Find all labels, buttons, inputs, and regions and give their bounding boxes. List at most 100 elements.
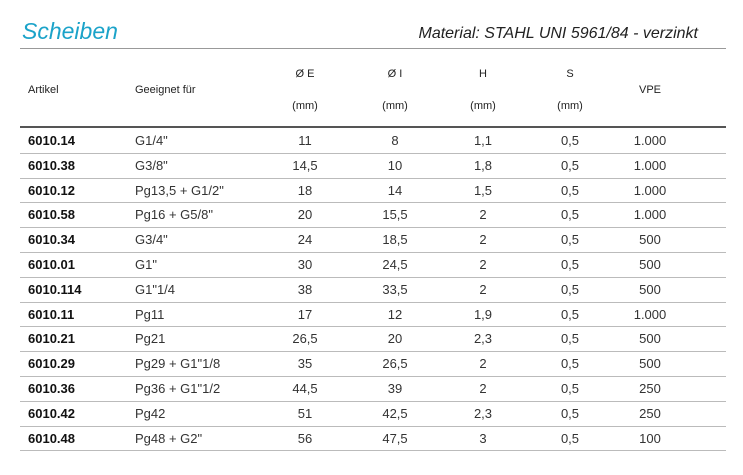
column-header: H — [479, 68, 487, 80]
rule — [20, 48, 726, 49]
cell: 2 — [479, 207, 487, 223]
cell: 10 — [387, 157, 403, 173]
column-header: Artikel — [28, 84, 59, 96]
row-rule — [20, 276, 726, 278]
cell: 39 — [387, 381, 403, 396]
row-rule — [20, 202, 726, 204]
cell: Pg36 + G1"1/2 — [135, 381, 221, 396]
cell: 0,5 — [560, 405, 580, 421]
row-rule — [20, 301, 726, 303]
cell: 100 — [639, 430, 661, 446]
cell: 20 — [387, 331, 403, 347]
cell: 56 — [297, 430, 313, 446]
cell: 500 — [639, 331, 661, 347]
cell: 1,8 — [473, 157, 493, 173]
cell: 0,5 — [560, 281, 580, 297]
cell: Pg42 — [135, 405, 166, 421]
cell: Pg13,5 + G1/2" — [135, 182, 224, 198]
article: 6010.29 — [28, 356, 75, 372]
cell: 1,1 — [473, 133, 493, 148]
cell: 18 — [297, 182, 313, 198]
column-unit: (mm) — [470, 100, 496, 112]
column-unit: (mm) — [292, 100, 318, 112]
cell: G1" — [135, 257, 157, 272]
cell: 500 — [639, 232, 661, 248]
cell: 47,5 — [382, 430, 408, 446]
row-rule — [20, 425, 726, 427]
cell: 33,5 — [382, 281, 408, 297]
cell: 8 — [391, 133, 399, 148]
cell: Pg48 + G2" — [135, 430, 203, 446]
cell: 12 — [387, 306, 403, 322]
cell: Pg29 + G1"1/8 — [135, 356, 221, 372]
row-rule — [20, 450, 726, 452]
cell: 42,5 — [382, 405, 408, 421]
cell: 2,3 — [473, 405, 493, 421]
cell: 2,3 — [473, 331, 493, 347]
row-rule — [20, 326, 726, 328]
article: 6010.36 — [28, 381, 75, 396]
column-header: Ø E — [295, 68, 315, 80]
column-header: Ø I — [387, 68, 403, 80]
cell: 17 — [297, 306, 313, 322]
row-rule — [20, 152, 726, 154]
column-unit: (mm) — [557, 100, 583, 112]
cell: 500 — [639, 356, 661, 372]
cell: 0,5 — [560, 381, 580, 396]
row-rule — [20, 252, 726, 253]
article: 6010.114 — [28, 281, 82, 297]
cell: 26,5 — [292, 331, 318, 347]
article: 6010.38 — [28, 157, 75, 173]
article: 6010.12 — [28, 182, 75, 198]
cell: 500 — [639, 257, 661, 272]
cell: 1,9 — [473, 306, 493, 322]
title: Scheiben — [22, 18, 118, 44]
cell: 0,5 — [560, 182, 580, 198]
cell: 24 — [297, 232, 313, 248]
row-rule — [20, 177, 726, 179]
cell: 0,5 — [560, 232, 580, 248]
column-header: Geeignet für — [135, 84, 196, 96]
cell: 14,5 — [292, 157, 318, 173]
cell: 1.000 — [633, 157, 667, 173]
cell: 26,5 — [382, 356, 408, 372]
cell: G1"1/4 — [135, 281, 176, 297]
cell: 51 — [297, 405, 313, 421]
cell: 18,5 — [382, 232, 408, 248]
cell: Pg21 — [135, 331, 166, 347]
row-rule — [20, 227, 726, 229]
cell: 1.000 — [633, 306, 667, 322]
article: 6010.58 — [28, 207, 75, 223]
cell: G3/8" — [135, 157, 168, 173]
cell: 250 — [639, 381, 661, 396]
row-rule — [20, 351, 726, 353]
cell: 0,5 — [560, 331, 580, 347]
cell: 0,5 — [560, 306, 580, 322]
cell: 14 — [387, 182, 403, 198]
cell: 35 — [297, 356, 313, 372]
cell: 500 — [639, 281, 661, 297]
material: Material: STAHL UNI 5961/84 - verzinkt — [418, 25, 698, 42]
cell: 11 — [298, 133, 312, 148]
cell: Pg16 + G5/8" — [135, 207, 213, 223]
cell: 1.000 — [633, 182, 667, 198]
column-header: VPE — [638, 84, 661, 96]
cell: 0,5 — [560, 356, 580, 372]
cell: G1/4" — [135, 133, 168, 148]
cell: 1,5 — [473, 182, 493, 198]
cell: 250 — [639, 405, 661, 421]
cell: 20 — [297, 207, 313, 223]
cell: G3/4" — [135, 232, 168, 248]
cell: 1.000 — [633, 133, 667, 148]
cell: 2 — [479, 232, 487, 248]
cell: Pg11 — [135, 306, 165, 322]
cell: 0,5 — [560, 257, 580, 272]
rule — [20, 126, 726, 128]
cell: 3 — [479, 430, 487, 446]
cell: 2 — [479, 281, 487, 297]
cell: 0,5 — [560, 207, 580, 223]
article: 6010.34 — [28, 232, 75, 248]
cell: 38 — [297, 281, 313, 297]
cell: 0,5 — [560, 133, 580, 148]
